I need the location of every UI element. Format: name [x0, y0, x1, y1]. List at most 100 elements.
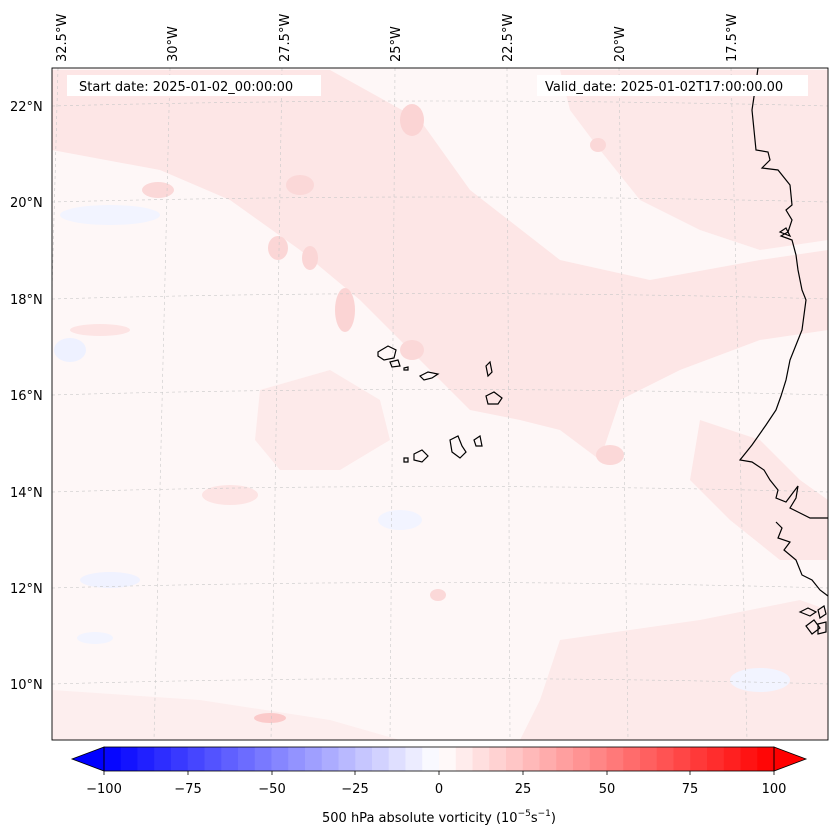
- colorbar-cell: [740, 747, 758, 771]
- colorbar-cell: [690, 747, 708, 771]
- meridian-25w: [389, 68, 396, 740]
- bijagos-islands-2: [805, 619, 821, 635]
- vorticity-max-12: [202, 485, 258, 505]
- colorbar-cell: [623, 747, 641, 771]
- island-sao-nicolau: [418, 371, 440, 381]
- lat-label-22n: 22°N: [10, 100, 43, 115]
- meridian-20w: [618, 68, 629, 740]
- lat-label-10n: 10°N: [10, 678, 43, 693]
- colorbar-cell: [137, 747, 155, 771]
- negative-vorticity-3: [80, 572, 140, 588]
- parallel-14n: [52, 486, 828, 493]
- colorbar-cell: [104, 747, 122, 771]
- parallel-10n: [52, 678, 828, 685]
- colorbar-cell: [573, 747, 591, 771]
- colorbar-cell: [388, 747, 407, 771]
- colorbar-cell: [238, 747, 256, 771]
- island-brava: [403, 457, 409, 463]
- colorbar-cell: [539, 747, 557, 771]
- lon-label-32-5w: 32.5°W: [55, 14, 70, 62]
- colorbar-cell: [120, 747, 139, 771]
- colorbar-cell: [673, 747, 691, 771]
- colorbar-ticks: [103, 771, 775, 775]
- island-sao-vicente: [389, 359, 401, 368]
- start-date-box: [67, 75, 321, 96]
- colorbar-cell: [556, 747, 574, 771]
- bijagos-islands-1: [798, 607, 818, 617]
- vorticity-max-2: [286, 175, 314, 195]
- vorticity-max-9: [596, 445, 624, 465]
- colorbar-low-extend: [70, 746, 105, 772]
- map-panel: [52, 68, 828, 740]
- valid-date-label: Valid_date: 2025-01-02T17:00:00.00: [545, 80, 783, 95]
- valid-date-box: [537, 75, 808, 96]
- island-boa-vista: [485, 391, 503, 405]
- colorbar-cell: [472, 747, 490, 771]
- colorbar-cell: [321, 747, 340, 771]
- colorbar-cell: [506, 747, 524, 771]
- negative-vorticity-6: [77, 632, 113, 644]
- colorbar-tick-labels: −100 −75 −50 −25 0 25 50 75 100: [86, 782, 786, 797]
- parallel-12n: [52, 582, 828, 589]
- positive-vorticity-west: [255, 370, 390, 470]
- colorbar-tick-label: −75: [174, 782, 201, 797]
- colorbar-cell: [171, 747, 189, 771]
- start-date-label: Start date: 2025-01-02_00:00:00: [79, 80, 293, 95]
- vorticity-max-11: [430, 589, 446, 601]
- colorbar-tick-label: −50: [258, 782, 285, 797]
- parallel-18n: [52, 293, 828, 300]
- colorbar-tick-label: 0: [435, 782, 443, 797]
- negative-vorticity-4: [378, 510, 422, 530]
- graticule: [52, 68, 828, 740]
- colorbar-cell: [707, 747, 725, 771]
- colorbar-cell: [372, 747, 390, 771]
- positive-vorticity-east-coast: [690, 420, 828, 560]
- island-santiago: [449, 435, 467, 459]
- colorbar-cell: [187, 747, 206, 771]
- island-maio: [473, 435, 483, 447]
- meridian-27-5w: [270, 68, 283, 740]
- senegal-north-coast-detail: [778, 227, 792, 238]
- lon-label-30w: 30°W: [166, 26, 181, 62]
- colorbar-cell: [489, 747, 507, 771]
- vorticity-max-3: [335, 288, 355, 332]
- colorbar-tick-label: 50: [599, 782, 616, 797]
- cabo-verde-islands: [377, 345, 503, 463]
- island-santa-luzia: [403, 366, 409, 371]
- meridian-22-5w: [506, 68, 511, 740]
- parallel-22n: [52, 100, 828, 107]
- colorbar-high-extend: [773, 746, 808, 772]
- vorticity-max-13: [70, 324, 130, 336]
- vorticity-max-8: [142, 182, 174, 198]
- colorbar-cell: [723, 747, 742, 771]
- lat-label-18n: 18°N: [10, 293, 43, 308]
- positive-vorticity-band: [52, 70, 828, 460]
- colorbar-cell: [288, 747, 306, 771]
- island-sal: [485, 360, 493, 378]
- positive-vorticity-south: [520, 600, 828, 740]
- map-frame: [51, 67, 829, 741]
- lat-label-12n: 12°N: [10, 582, 43, 597]
- vorticity-max-6: [400, 340, 424, 360]
- colorbar-cell: [271, 747, 289, 771]
- longitude-labels: 32.5°W 30°W 27.5°W 25°W 22.5°W 20°W 17.5…: [55, 14, 740, 62]
- positive-vorticity-band-upper: [560, 70, 828, 250]
- lon-label-22-5w: 22.5°W: [501, 14, 516, 62]
- colorbar-cells: [104, 747, 775, 771]
- colorbar-cell: [338, 747, 356, 771]
- vorticity-max-1: [400, 104, 424, 136]
- lat-label-16n: 16°N: [10, 389, 43, 404]
- colorbar: −100 −75 −50 −25 0 25 50 75 100 500 hPa …: [70, 746, 808, 826]
- bijagos-islands-3: [817, 605, 827, 619]
- colorbar-cell: [221, 747, 239, 771]
- guinea-bissau-coast: [775, 521, 828, 597]
- colorbar-cell: [439, 747, 457, 771]
- vorticity-max-10: [254, 713, 286, 723]
- vorticity-max-4: [268, 236, 288, 260]
- colorbar-cell: [355, 747, 373, 771]
- lat-label-14n: 14°N: [10, 486, 43, 501]
- colorbar-cell: [422, 747, 440, 771]
- colorbar-cell: [640, 747, 658, 771]
- colorbar-label: 500 hPa absolute vorticity (10−5s−1): [322, 809, 556, 826]
